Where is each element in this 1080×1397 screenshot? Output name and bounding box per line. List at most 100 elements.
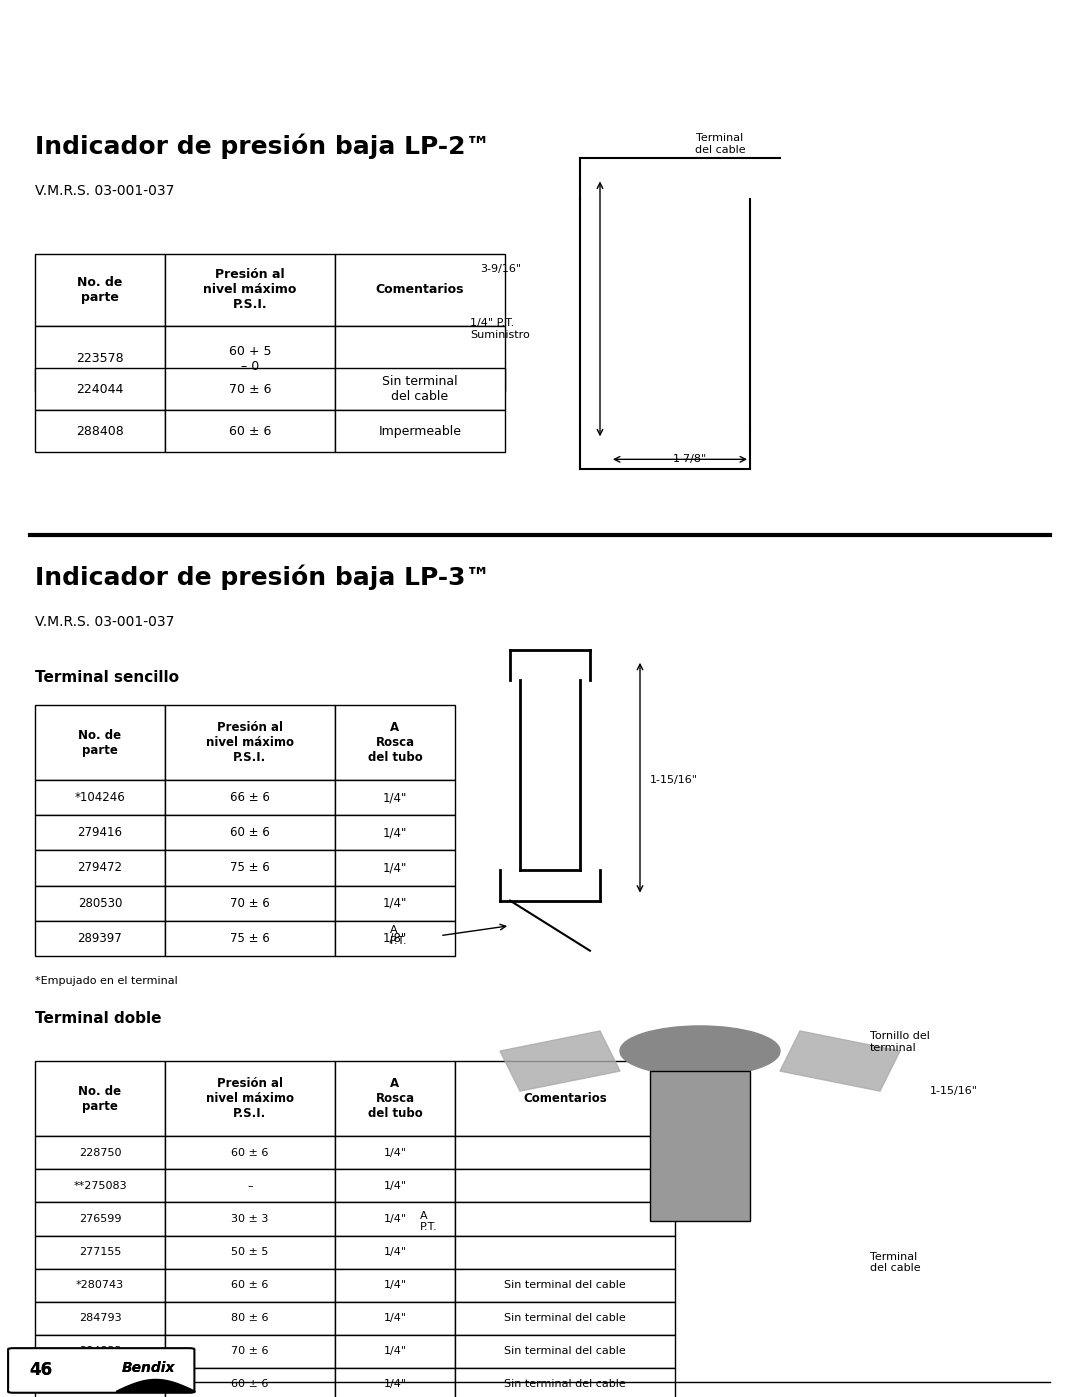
Text: 288408: 288408: [76, 425, 124, 437]
Bar: [165, 705, 335, 781]
Bar: [335, 1169, 455, 1203]
Text: A
P.T.: A P.T.: [390, 925, 407, 947]
Text: Comentarios: Comentarios: [376, 284, 464, 296]
Text: 284833: 284833: [79, 1347, 121, 1356]
Bar: [455, 1302, 675, 1334]
Text: Presión al
nivel máximo
P.S.I.: Presión al nivel máximo P.S.I.: [203, 268, 297, 312]
Bar: [35, 1235, 165, 1268]
Text: 1/4": 1/4": [383, 1280, 406, 1291]
Polygon shape: [780, 1031, 900, 1091]
Bar: [35, 367, 165, 411]
Text: Sin terminal
del cable: Sin terminal del cable: [382, 376, 458, 404]
Text: 277155: 277155: [79, 1248, 121, 1257]
Text: 1/4": 1/4": [382, 827, 407, 840]
Text: 228750: 228750: [79, 1148, 121, 1158]
Bar: [455, 1235, 675, 1268]
Bar: [455, 1062, 675, 1136]
Text: 1/4": 1/4": [383, 1248, 406, 1257]
Bar: [35, 1203, 165, 1235]
Text: 223578: 223578: [77, 352, 124, 365]
Text: 60 ± 6: 60 ± 6: [229, 425, 271, 437]
Text: 1/4": 1/4": [383, 1347, 406, 1356]
Text: 1/4" P.T.
Suministro: 1/4" P.T. Suministro: [470, 319, 530, 339]
Bar: [455, 1203, 675, 1235]
Text: –: –: [247, 1180, 253, 1190]
Bar: [165, 1268, 335, 1302]
Bar: [455, 1136, 675, 1169]
Text: Bendix: Bendix: [121, 1361, 175, 1375]
Bar: [165, 1136, 335, 1169]
Text: 30 ± 3: 30 ± 3: [231, 1214, 269, 1224]
Text: Sin terminal del cable: Sin terminal del cable: [504, 1347, 626, 1356]
Text: 1/4": 1/4": [382, 897, 407, 909]
Text: A
P.T.: A P.T.: [420, 1211, 437, 1232]
Text: Sin terminal del cable: Sin terminal del cable: [504, 1313, 626, 1323]
Text: 279472: 279472: [78, 862, 122, 875]
Text: 50 ± 5: 50 ± 5: [231, 1248, 269, 1257]
Bar: [335, 1302, 455, 1334]
Bar: [35, 254, 165, 326]
Text: Sin terminal del cable: Sin terminal del cable: [504, 1379, 626, 1390]
Text: 1/4": 1/4": [382, 862, 407, 875]
Text: No. de
parte: No. de parte: [79, 729, 122, 757]
Text: 289397: 289397: [78, 932, 122, 944]
Text: 283029: 283029: [79, 1379, 121, 1390]
Polygon shape: [500, 1031, 620, 1091]
Bar: [455, 1334, 675, 1368]
Text: Sin terminal del cable: Sin terminal del cable: [504, 1280, 626, 1291]
Bar: [335, 1136, 455, 1169]
Text: 60 ± 6: 60 ± 6: [231, 1379, 269, 1390]
Text: 1/4": 1/4": [382, 791, 407, 805]
Text: 3-9/16": 3-9/16": [480, 264, 522, 274]
Text: Comentarios: Comentarios: [523, 1092, 607, 1105]
Bar: [35, 1334, 165, 1368]
Bar: [165, 921, 335, 956]
Text: 279416: 279416: [78, 827, 122, 840]
Bar: [335, 705, 455, 781]
Bar: [335, 1235, 455, 1268]
Bar: [165, 1302, 335, 1334]
Text: Terminal
del cable: Terminal del cable: [694, 133, 745, 155]
Text: Terminal
del cable: Terminal del cable: [870, 1252, 920, 1273]
Text: V.M.R.S. 03-001-037: V.M.R.S. 03-001-037: [35, 615, 174, 629]
Bar: [335, 1334, 455, 1368]
Bar: [650, 1071, 750, 1221]
Bar: [35, 1169, 165, 1203]
Bar: [35, 851, 165, 886]
Bar: [35, 705, 165, 781]
Ellipse shape: [620, 1025, 780, 1076]
Bar: [335, 1203, 455, 1235]
Bar: [35, 1136, 165, 1169]
Text: 46: 46: [29, 1362, 52, 1379]
Bar: [165, 886, 335, 921]
Text: 1/4": 1/4": [383, 1214, 406, 1224]
Text: 60 ± 6: 60 ± 6: [230, 827, 270, 840]
Bar: [165, 326, 335, 391]
Text: 1/8": 1/8": [383, 932, 407, 944]
Bar: [165, 1169, 335, 1203]
Text: Terminal doble: Terminal doble: [35, 1011, 162, 1025]
Text: Bendix: Bendix: [121, 1361, 175, 1375]
Text: 75 ± 6: 75 ± 6: [230, 862, 270, 875]
Bar: [35, 326, 165, 391]
Bar: [335, 886, 455, 921]
Bar: [335, 1062, 455, 1136]
Text: **275083: **275083: [73, 1180, 126, 1190]
Bar: [335, 921, 455, 956]
Text: Terminal sencillo: Terminal sencillo: [35, 671, 179, 685]
Text: 284793: 284793: [79, 1313, 121, 1323]
Text: 70 ± 6: 70 ± 6: [229, 383, 271, 395]
Text: Presión al
nivel máximo
P.S.I.: Presión al nivel máximo P.S.I.: [206, 721, 294, 764]
Text: Bendix: Bendix: [967, 25, 1053, 45]
Bar: [35, 816, 165, 851]
Bar: [165, 1334, 335, 1368]
Text: 1/4": 1/4": [383, 1148, 406, 1158]
Text: Indicador de presión baja LP-3™: Indicador de presión baja LP-3™: [35, 564, 490, 590]
Text: Indicación y alarma 06: Indicación y alarma 06: [22, 27, 341, 52]
Bar: [35, 781, 165, 816]
Bar: [35, 1268, 165, 1302]
Bar: [165, 367, 335, 411]
Bar: [35, 1302, 165, 1334]
Text: A
Rosca
del tubo: A Rosca del tubo: [367, 721, 422, 764]
Text: 66 ± 6: 66 ± 6: [230, 791, 270, 805]
